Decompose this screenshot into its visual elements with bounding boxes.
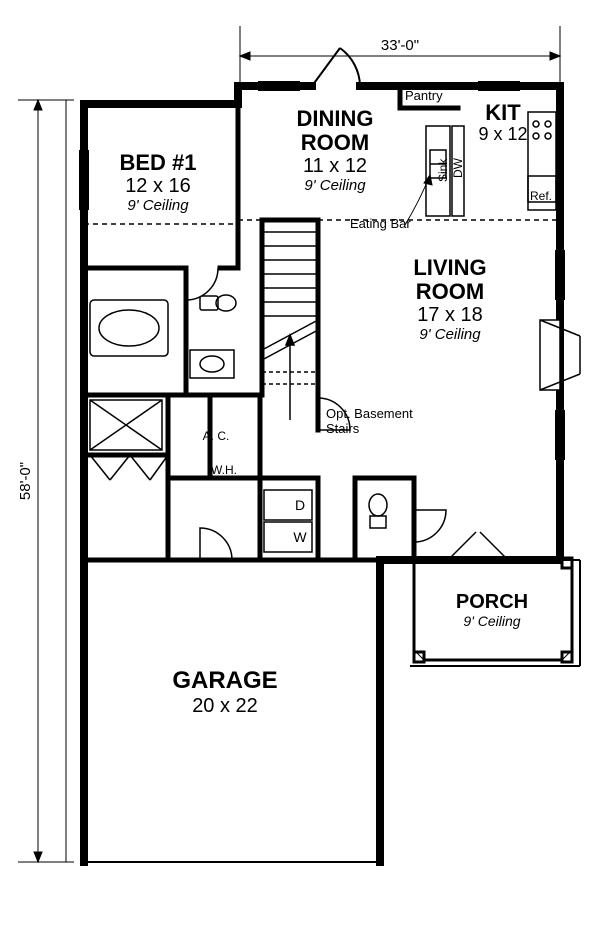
opt-bsmt-label: Opt. Basement	[326, 406, 413, 421]
living-name: LIVING	[413, 255, 486, 280]
pantry-label: Pantry	[405, 88, 443, 103]
ref-label: Ref.	[530, 189, 552, 203]
dining-ceil: 9' Ceiling	[304, 177, 366, 194]
living-name2: ROOM	[416, 279, 484, 304]
bed1-ceil: 9' Ceiling	[127, 197, 189, 214]
wh-label: W.H.	[211, 463, 237, 477]
kit-dim: 9 x 12	[478, 124, 527, 144]
dim-width-label: 33'-0"	[381, 37, 419, 54]
stairs-label: Stairs	[326, 421, 360, 436]
floor-plan: 33'-0" 58'-0"	[0, 0, 600, 938]
dim-depth-label: 58'-0"	[17, 462, 34, 500]
room-labels: BED #1 12 x 16 9' Ceiling DINING ROOM 11…	[119, 100, 528, 717]
stairs	[262, 232, 318, 420]
dining-name: DINING	[297, 106, 374, 131]
sink-label: Sink	[436, 158, 450, 182]
porch-name: PORCH	[456, 591, 528, 613]
kit-name: KIT	[485, 100, 521, 125]
living-dim: 17 x 18	[417, 304, 483, 326]
bed1-name: BED #1	[119, 150, 196, 175]
bed1-dim: 12 x 16	[125, 175, 191, 197]
porch-ceil: 9' Ceiling	[463, 613, 520, 629]
garage-name: GARAGE	[172, 667, 277, 694]
living-ceil: 9' Ceiling	[419, 326, 481, 343]
ac-label: A. C.	[203, 429, 230, 443]
w-label: W	[293, 529, 307, 545]
garage-dim: 20 x 22	[192, 695, 258, 717]
eating-bar-label: Eating Bar	[350, 216, 411, 231]
d-label: D	[295, 497, 305, 513]
dining-name2: ROOM	[301, 130, 369, 155]
dining-dim: 11 x 12	[303, 155, 367, 177]
dw-label: DW	[451, 157, 465, 178]
